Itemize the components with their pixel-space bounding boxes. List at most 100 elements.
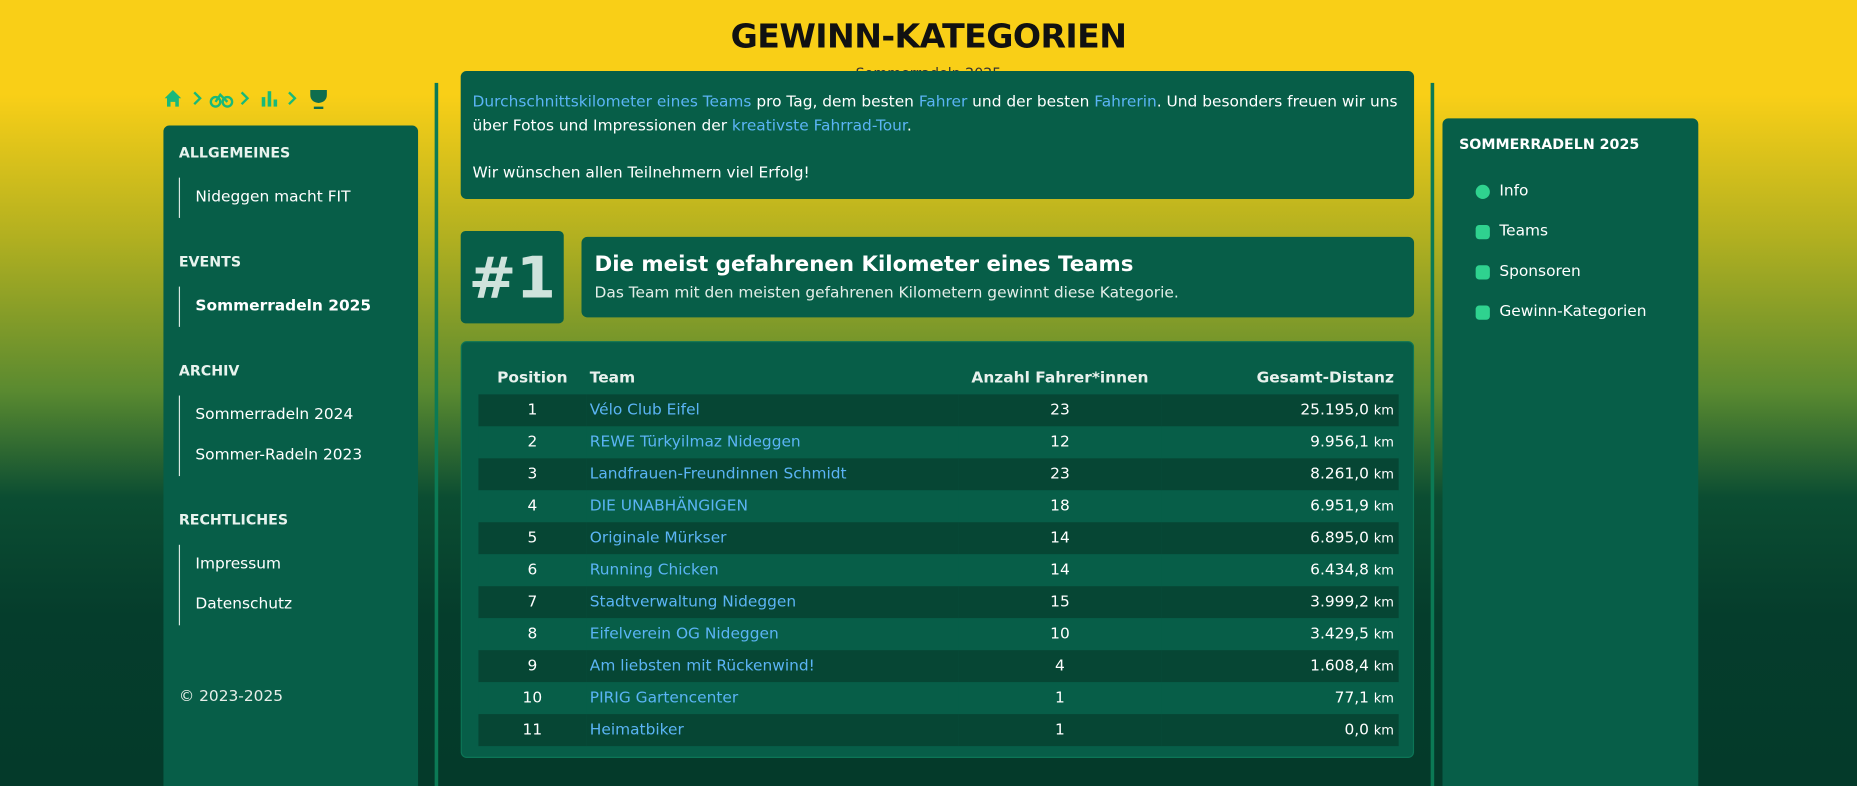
left-nav: ALLGEMEINES Nideggen macht FIT EVENTS Somme… xyxy=(163,125,419,786)
unit: km xyxy=(1373,466,1394,483)
trophy-icon xyxy=(310,90,327,109)
position: 2 xyxy=(527,433,538,452)
team-link[interactable]: Heimatbiker xyxy=(589,721,684,740)
section-items: Sommerradeln 2024 Sommer-Radeln 2023 xyxy=(178,395,418,477)
link[interactable]: kreativste Fahrrad-Tour xyxy=(731,117,907,136)
closing: Wir wünschen allen Teilnehmern viel Erfo… xyxy=(472,164,810,183)
nav-icon xyxy=(1475,305,1490,320)
nav-item[interactable]: Sommerradeln 2025 xyxy=(195,297,372,316)
distance-cell: 3.999,2 km xyxy=(1162,586,1399,618)
table-row: 10 PIRIG Gartencenter 1 77,1 km xyxy=(478,682,1399,715)
team-link[interactable]: Stadtverwaltung Nideggen xyxy=(589,593,797,612)
intro-card: Durchschnittskilometer eines Teams pro T… xyxy=(460,71,1415,199)
rider-count: 4 xyxy=(1055,657,1065,676)
nav-item[interactable]: Sommer-Radeln 2023 xyxy=(195,446,363,465)
position: 3 xyxy=(527,465,538,484)
team-link[interactable]: Running Chicken xyxy=(589,561,719,580)
rider-count: 10 xyxy=(1050,625,1070,644)
table-row: 7 Stadtverwaltung Nideggen 15 3.999,2 km xyxy=(478,586,1399,619)
nav-item[interactable]: Gewinn-Kategorien xyxy=(1499,303,1647,321)
section-title: ALLGEMEINES xyxy=(178,144,291,162)
nav-item[interactable]: Nideggen macht FIT xyxy=(195,188,351,207)
breadcrumb xyxy=(164,90,327,109)
table-row: 8 Eifelverein OG Nideggen 10 3.429,5 km xyxy=(478,618,1399,651)
rider-count: 23 xyxy=(1050,401,1070,420)
section-items: Nideggen macht FIT xyxy=(178,177,418,218)
ranking-table: Position Team Anzahl Fahrer*innen Gesamt-Di… xyxy=(478,361,1399,747)
category-description: Das Team mit den meisten gefahrenen Kilo… xyxy=(594,284,1179,302)
team-cell: REWE Türkyilmaz Nideggen xyxy=(586,426,958,458)
distance: 3.429,5 xyxy=(1310,625,1369,644)
team-link[interactable]: Am liebsten mit Rückenwind! xyxy=(589,657,815,676)
header-row: Position Team Anzahl Fahrer*innen Gesamt-Di… xyxy=(478,361,1398,394)
column-header: Position xyxy=(497,368,568,387)
team-link[interactable]: Originale Mürkser xyxy=(589,529,727,548)
bike-icon[interactable] xyxy=(209,95,222,108)
unit: km xyxy=(1373,690,1394,706)
team-cell: Stadtverwaltung Nideggen xyxy=(586,586,958,618)
team-link[interactable]: Landfrauen-Freundinnen Schmidt xyxy=(589,465,847,484)
section-title: ARCHIV xyxy=(178,362,240,379)
unit: km xyxy=(1373,562,1394,578)
unit: km xyxy=(1373,402,1394,419)
distance: 9.956,1 xyxy=(1310,433,1369,452)
text: . xyxy=(906,117,912,136)
team-link[interactable]: Vélo Club Eifel xyxy=(589,401,700,420)
rider-count: 1 xyxy=(1055,721,1065,740)
distance-cell: 6.434,8 km xyxy=(1162,554,1399,586)
unit: km xyxy=(1373,722,1394,738)
nav-item[interactable]: Sommerradeln 2024 xyxy=(195,406,354,424)
nav-item[interactable]: Impressum xyxy=(195,555,281,574)
link[interactable]: Fahrerin xyxy=(1094,93,1157,112)
divider xyxy=(434,82,439,786)
table-row: 2 REWE Türkyilmaz Nideggen 12 9.956,1 km xyxy=(478,426,1399,459)
unit: km xyxy=(1373,658,1394,674)
link[interactable]: Fahrer xyxy=(918,93,968,112)
team-cell: Eifelverein OG Nideggen xyxy=(586,618,958,650)
distance: 8.261,0 xyxy=(1310,465,1369,484)
nav-icon xyxy=(1475,184,1490,199)
column-header: Gesamt-Distanz xyxy=(1256,368,1394,387)
text: und der besten xyxy=(967,93,1095,112)
column-header: Team xyxy=(589,368,636,387)
team-cell: Landfrauen-Freundinnen Schmidt xyxy=(586,458,958,490)
position: 5 xyxy=(527,529,538,548)
category-card: Die meist gefahrenen Kilometer eines Tea… xyxy=(581,236,1415,318)
rider-count: 23 xyxy=(1050,465,1070,484)
rider-count: 14 xyxy=(1050,529,1070,548)
home-icon[interactable] xyxy=(164,90,182,107)
position: 1 xyxy=(527,401,538,420)
intro-text: Durchschnittskilometer eines Teams pro T… xyxy=(473,91,1409,186)
rider-count: 1 xyxy=(1055,689,1065,708)
section-title: EVENTS xyxy=(178,253,242,271)
distance-cell: 3.429,5 km xyxy=(1162,618,1399,650)
team-link[interactable]: Eifelverein OG Nideggen xyxy=(589,625,779,644)
nav-item[interactable]: Teams xyxy=(1499,222,1549,241)
team-link[interactable]: PIRIG Gartencenter xyxy=(589,689,739,708)
nav-item[interactable]: Datenschutz xyxy=(195,595,293,614)
table-row: 5 Originale Mürkser 14 6.895,0 km xyxy=(478,522,1399,555)
rider-count: 14 xyxy=(1050,561,1070,580)
nav-icon xyxy=(1475,265,1490,280)
table-card: Position Team Anzahl Fahrer*innen Gesamt-Di… xyxy=(460,341,1415,758)
distance: 6.434,8 xyxy=(1310,561,1369,580)
footer: © 2023-2025 xyxy=(178,688,284,706)
rider-count: 18 xyxy=(1050,497,1070,516)
team-link[interactable]: REWE Türkyilmaz Nideggen xyxy=(589,433,801,452)
team-cell: Heimatbiker xyxy=(586,714,958,746)
right-nav: SOMMERRADELN 2025 Info Teams Sponsoren Gewi… xyxy=(1442,118,1699,786)
team-link[interactable]: DIE UNABHÄNGIGEN xyxy=(589,497,748,516)
distance-cell: 77,1 km xyxy=(1162,682,1399,714)
column-header: Anzahl Fahrer*innen xyxy=(971,368,1149,387)
team-cell: Vélo Club Eifel xyxy=(586,394,958,426)
distance: 6.951,9 xyxy=(1310,497,1369,516)
nav-item[interactable]: Sponsoren xyxy=(1499,262,1581,281)
distance-cell: 8.261,0 km xyxy=(1162,458,1399,490)
link[interactable]: Durchschnittskilometer eines Teams xyxy=(472,93,752,112)
section-items: Sommerradeln 2025 xyxy=(178,286,418,327)
distance: 6.895,0 xyxy=(1310,529,1369,548)
unit: km xyxy=(1373,434,1394,451)
chart-icon[interactable] xyxy=(261,97,266,107)
nav-item[interactable]: Info xyxy=(1499,182,1529,201)
